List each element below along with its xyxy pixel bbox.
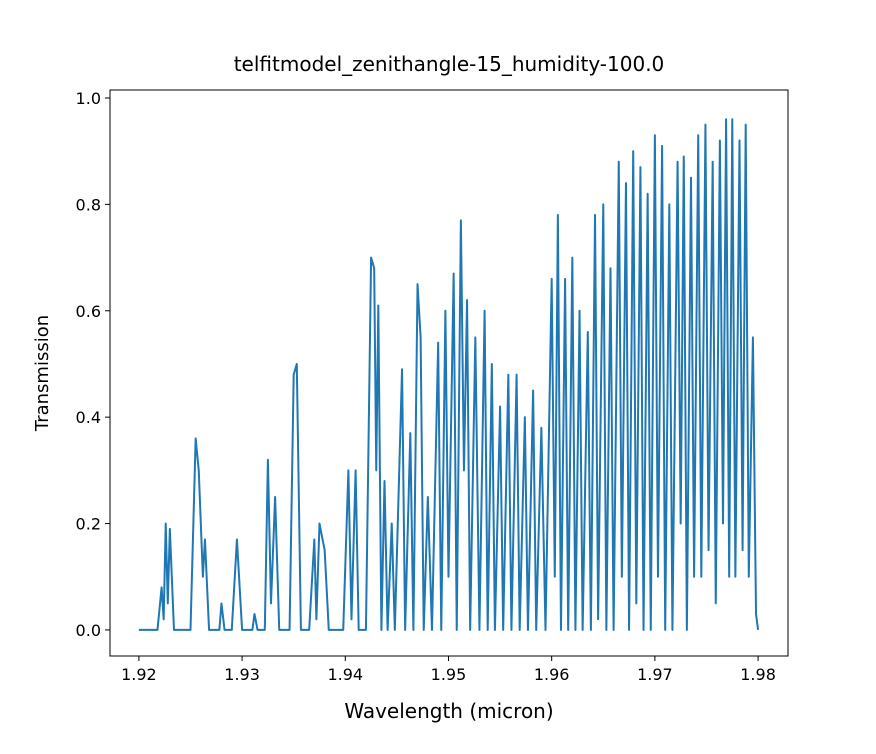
y-tick-label: 0.6 bbox=[76, 302, 101, 321]
x-tick-label: 1.95 bbox=[431, 665, 467, 684]
y-tick-label: 1.0 bbox=[76, 89, 101, 108]
x-tick-label: 1.92 bbox=[121, 665, 157, 684]
y-tick-label: 0.4 bbox=[76, 408, 101, 427]
spectrum-line bbox=[138, 118, 760, 631]
y-tick-label: 0.2 bbox=[76, 515, 101, 534]
chart-title: telfitmodel_zenithangle-15_humidity-100.… bbox=[234, 52, 665, 76]
x-tick-label: 1.93 bbox=[224, 665, 260, 684]
y-axis-label: Transmission bbox=[32, 315, 53, 432]
x-tick-label: 1.94 bbox=[327, 665, 363, 684]
axes-frame bbox=[109, 89, 789, 657]
x-tick-label: 1.97 bbox=[637, 665, 673, 684]
x-tick-label: 1.96 bbox=[534, 665, 570, 684]
x-axis-label: Wavelength (micron) bbox=[344, 699, 553, 723]
y-tick-label: 0.8 bbox=[76, 195, 101, 214]
x-tick-label: 1.98 bbox=[740, 665, 776, 684]
plot-area bbox=[138, 118, 760, 631]
y-tick-label: 0.0 bbox=[76, 621, 101, 640]
